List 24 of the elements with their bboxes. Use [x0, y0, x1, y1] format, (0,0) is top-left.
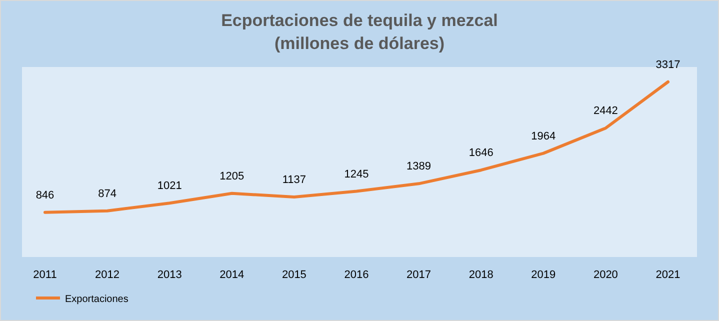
data-label: 1964 [531, 130, 556, 142]
data-label: 846 [36, 189, 54, 202]
data-label: 1205 [220, 170, 244, 182]
data-label: 2442 [593, 105, 618, 118]
data-label: 1646 [468, 147, 494, 160]
x-tick-label: 2011 [33, 269, 57, 281]
x-tick-label: 2015 [282, 269, 306, 281]
data-label: 1137 [282, 174, 306, 186]
data-label: 1245 [344, 168, 369, 180]
x-tick-label: 2012 [95, 269, 120, 281]
x-tick-label: 2019 [531, 269, 556, 281]
x-tick-label: 2021 [656, 269, 680, 281]
x-tick-label: 2014 [220, 269, 244, 281]
x-tick-label: 2020 [593, 269, 618, 281]
data-label: 1021 [157, 180, 182, 192]
x-tick-label: 2017 [406, 269, 432, 281]
x-tick-label: 2016 [344, 269, 369, 281]
legend-label: Exportaciones [65, 294, 128, 305]
chart-title: Ecportaciones de tequila y mezcal (millones de dólares) [221, 11, 498, 53]
x-tick-label: 2018 [468, 269, 494, 281]
data-label: 874 [98, 188, 116, 200]
data-label: 3317 [656, 58, 680, 71]
data-label: 1389 [406, 160, 432, 173]
x-tick-label: 2013 [157, 269, 182, 281]
